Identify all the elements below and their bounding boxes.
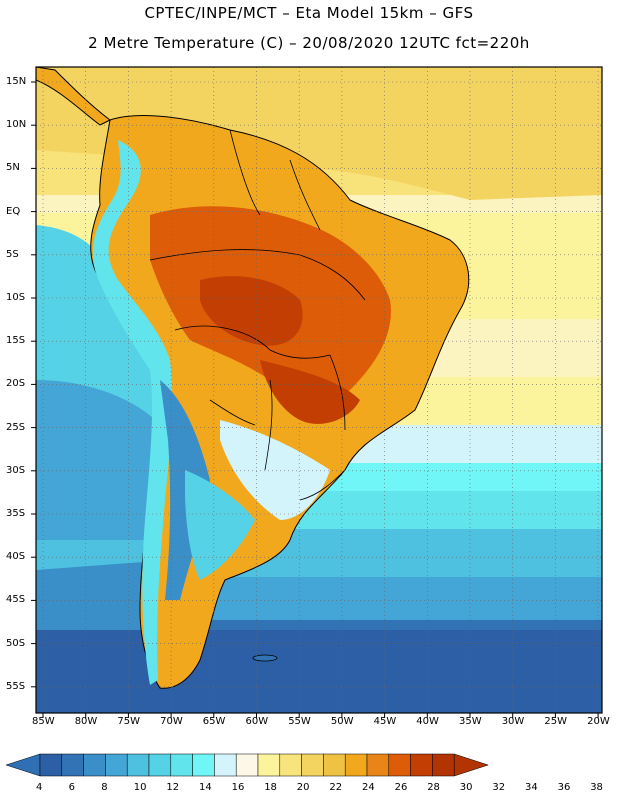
latitude-label: 35S xyxy=(6,508,26,519)
latitude-label: 50S xyxy=(6,637,26,649)
longitude-label: 55W xyxy=(288,716,311,727)
colorbar-swatch xyxy=(126,753,150,777)
colorbar-label: 10 xyxy=(133,782,147,793)
colorbar-label: 18 xyxy=(264,782,277,793)
colorbar-label: 36 xyxy=(557,782,571,793)
longitude-label: 20W xyxy=(587,716,610,727)
hot-interior-region xyxy=(260,360,360,424)
longitude-label: 70W xyxy=(160,716,183,727)
longitude-label: 35W xyxy=(459,716,482,727)
colorbar-swatch xyxy=(61,753,84,777)
colorbar-swatch xyxy=(39,753,63,777)
longitude-label: 65W xyxy=(202,716,226,727)
colorbar-label: 12 xyxy=(166,782,180,793)
andes-cold-ridge xyxy=(92,140,173,685)
temperature-map xyxy=(31,66,603,718)
patagonia-cool-region xyxy=(185,470,255,580)
colorbar-swatch xyxy=(235,753,259,777)
colorbar-swatch xyxy=(214,753,237,777)
colorbar-swatch xyxy=(388,753,411,777)
colorbar-label: 8 xyxy=(101,782,108,793)
colorbar-swatch xyxy=(301,753,324,777)
latitude-label: 20S xyxy=(6,378,26,390)
colorbar-label: 4 xyxy=(36,782,43,793)
latitude-label: 30S xyxy=(6,464,26,476)
colorbar-label: 26 xyxy=(394,782,408,793)
longitude-label: 85W xyxy=(32,716,55,727)
latitude-label: 25S xyxy=(6,421,26,433)
latitude-label: 45S xyxy=(6,594,26,606)
colorbar-swatch xyxy=(323,753,346,777)
colorbar-swatch xyxy=(192,753,215,777)
longitude-label: 40W xyxy=(416,716,439,727)
colorbar-swatch xyxy=(279,753,302,777)
colorbar-swatch xyxy=(344,753,368,777)
colorbar-swatch xyxy=(410,753,433,777)
pacific-cold-water xyxy=(36,380,165,540)
latitude-label: 40S xyxy=(6,551,26,563)
latitude-label: EQ xyxy=(6,205,21,217)
chart-title-line-1: CPTEC/INPE/MCT – Eta Model 15km – GFS xyxy=(144,4,474,22)
caribbean-warm-water xyxy=(36,67,602,200)
latitude-label: 15S xyxy=(6,335,26,347)
colorbar-label: 38 xyxy=(590,782,603,793)
colorbar-label: 14 xyxy=(199,782,212,793)
longitude-label: 30W xyxy=(501,716,525,727)
chart-title-line-2: 2 Metre Temperature (C) – 20/08/2020 12U… xyxy=(88,34,530,52)
central-america-land xyxy=(36,67,111,126)
colorbar-swatch xyxy=(105,753,128,777)
colorbar-swatch xyxy=(432,753,455,777)
longitude-label: 80W xyxy=(74,716,98,727)
map-frame xyxy=(35,66,603,714)
latitude-label: 10S xyxy=(6,292,26,303)
colorbar-label: 34 xyxy=(525,782,538,793)
falkland-islands xyxy=(252,654,278,662)
colorbar-label: 24 xyxy=(362,782,375,793)
longitude-label: 25W xyxy=(544,716,568,727)
colorbar-label: 30 xyxy=(459,782,473,793)
colorbar-label: 28 xyxy=(427,782,440,793)
colorbar-swatch xyxy=(170,753,193,777)
colorbar-swatch xyxy=(366,753,390,777)
longitude-label: 60W xyxy=(245,716,269,727)
longitude-label: 45W xyxy=(373,716,397,727)
latitude-label: 5S xyxy=(6,248,19,260)
longitude-label: 50W xyxy=(330,716,354,727)
colorbar-swatch xyxy=(83,753,106,777)
pampas-cool-region xyxy=(220,420,330,520)
axis-ticks xyxy=(31,81,599,718)
colorbar-label: 32 xyxy=(492,782,506,793)
southern-ocean xyxy=(36,630,602,713)
colorbar-label: 22 xyxy=(329,782,343,793)
latitude-label: 10N xyxy=(6,119,27,131)
longitude-label: 75W xyxy=(117,716,141,727)
colorbar-label: 16 xyxy=(231,782,245,793)
colorbar-high-arrow xyxy=(453,753,490,777)
latitude-label: 55S xyxy=(6,680,26,692)
temperature-colorbar xyxy=(5,753,490,777)
country-borders xyxy=(149,129,366,501)
latitude-label: 5N xyxy=(6,162,20,174)
latitude-label: 15N xyxy=(6,76,27,87)
colorbar-label: 20 xyxy=(296,782,310,793)
colorbar-label: 6 xyxy=(68,782,75,793)
colorbar-swatch xyxy=(148,753,172,777)
colorbar-swatch xyxy=(257,753,281,777)
colorbar-low-arrow xyxy=(5,753,41,777)
